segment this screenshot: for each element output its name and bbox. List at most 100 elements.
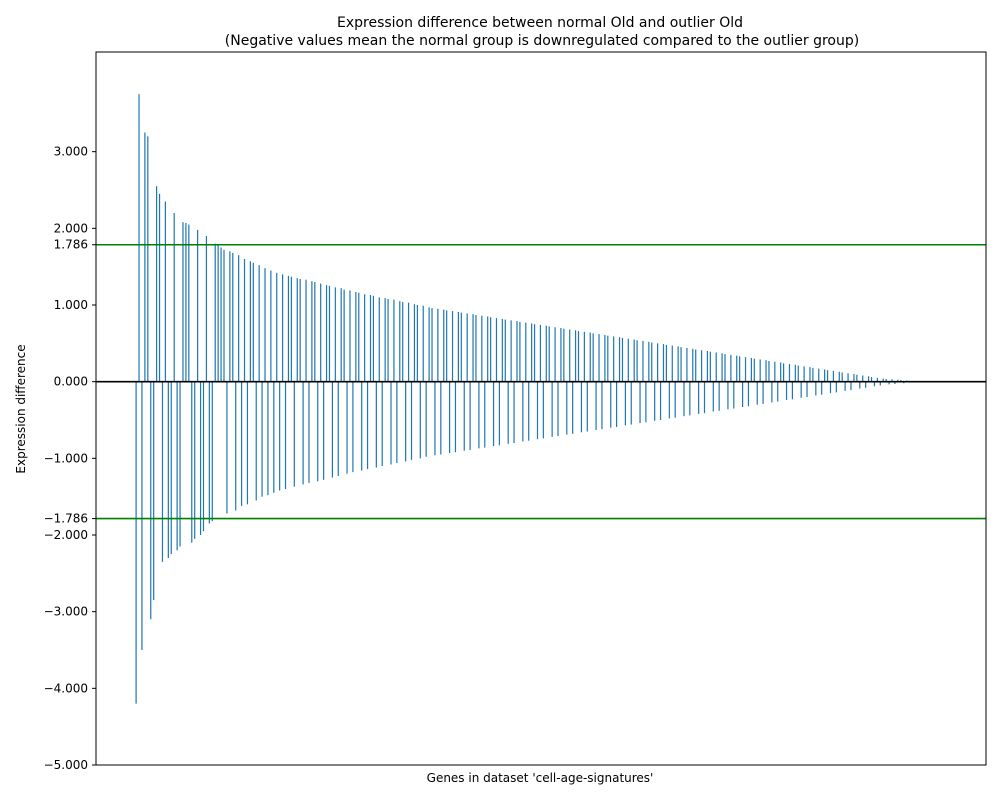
bar: [402, 301, 404, 382]
bar: [873, 381, 876, 387]
y-tick-label: 3.000: [54, 145, 88, 159]
bar: [566, 381, 568, 435]
bar: [317, 381, 319, 482]
bar: [853, 374, 855, 382]
bar: [167, 381, 169, 558]
bar: [539, 324, 542, 382]
bar: [636, 340, 638, 382]
bar: [668, 381, 670, 419]
bar: [179, 381, 181, 547]
bar: [844, 381, 846, 391]
bar: [443, 309, 445, 382]
bar: [821, 381, 823, 395]
bar: [677, 346, 679, 382]
bar: [870, 377, 873, 382]
bar: [293, 381, 295, 487]
bar: [879, 381, 881, 386]
bar: [158, 193, 161, 382]
bar: [156, 186, 158, 382]
bar: [741, 381, 744, 407]
bar: [528, 381, 530, 441]
bar: [753, 358, 755, 382]
bar: [264, 268, 266, 382]
bar: [536, 381, 539, 440]
bar: [654, 381, 656, 421]
bar: [284, 381, 287, 489]
bar: [466, 313, 468, 382]
bar: [446, 310, 448, 382]
bar: [416, 305, 418, 382]
bar: [832, 370, 835, 382]
bar: [492, 381, 495, 447]
bar: [551, 381, 553, 437]
bar: [451, 311, 454, 382]
bar: [554, 327, 556, 382]
bar: [577, 331, 580, 382]
bar: [431, 308, 433, 382]
bar: [533, 324, 536, 382]
bar: [727, 381, 729, 410]
bar: [859, 381, 861, 389]
bar: [780, 362, 782, 382]
bar: [238, 255, 240, 382]
bar: [744, 357, 747, 382]
bar: [718, 381, 720, 411]
bar: [325, 285, 328, 382]
y-tick-label: −1.000: [44, 451, 88, 465]
bar: [381, 381, 383, 466]
bar: [337, 381, 339, 476]
bar: [569, 329, 571, 382]
bar: [258, 265, 260, 382]
bar: [334, 287, 336, 382]
bar: [460, 312, 462, 382]
bar: [613, 336, 615, 382]
bar: [762, 381, 764, 404]
bar: [331, 381, 333, 478]
bar: [425, 381, 427, 457]
bar: [642, 341, 644, 382]
bar: [422, 305, 424, 382]
bar: [507, 381, 509, 444]
bar: [563, 328, 565, 382]
y-tick-label: −5.000: [44, 758, 88, 772]
bar: [302, 381, 304, 485]
bar: [413, 304, 416, 382]
y-axis-label: Expression difference: [14, 344, 28, 473]
bar: [739, 356, 741, 382]
bar: [296, 278, 298, 382]
bar: [750, 357, 752, 382]
bar: [229, 251, 231, 382]
y-tick-label: 2.000: [54, 221, 88, 235]
bar: [349, 290, 351, 382]
bar: [199, 381, 202, 535]
bar: [785, 381, 788, 401]
bar: [384, 298, 386, 382]
bar: [358, 292, 360, 382]
bar: [894, 381, 896, 384]
y-tick-label: 1.000: [54, 298, 88, 312]
bar: [393, 299, 395, 382]
bar: [633, 339, 635, 382]
bar: [689, 381, 691, 416]
bar: [788, 364, 791, 382]
bar: [208, 381, 210, 524]
bar: [583, 331, 585, 382]
bar: [888, 381, 890, 385]
bar: [487, 316, 489, 382]
bar: [138, 94, 140, 382]
bar: [671, 345, 673, 382]
bar: [249, 261, 251, 382]
bar: [214, 243, 216, 382]
bar: [340, 288, 342, 382]
bar: [161, 381, 164, 562]
bar: [501, 318, 503, 382]
bar: [390, 381, 392, 465]
bar: [434, 381, 436, 456]
bar: [226, 381, 228, 514]
bar: [410, 381, 413, 460]
bar: [850, 381, 852, 391]
bar: [815, 381, 817, 396]
bar: [191, 381, 193, 543]
bar: [305, 279, 307, 382]
bar: [495, 318, 498, 382]
